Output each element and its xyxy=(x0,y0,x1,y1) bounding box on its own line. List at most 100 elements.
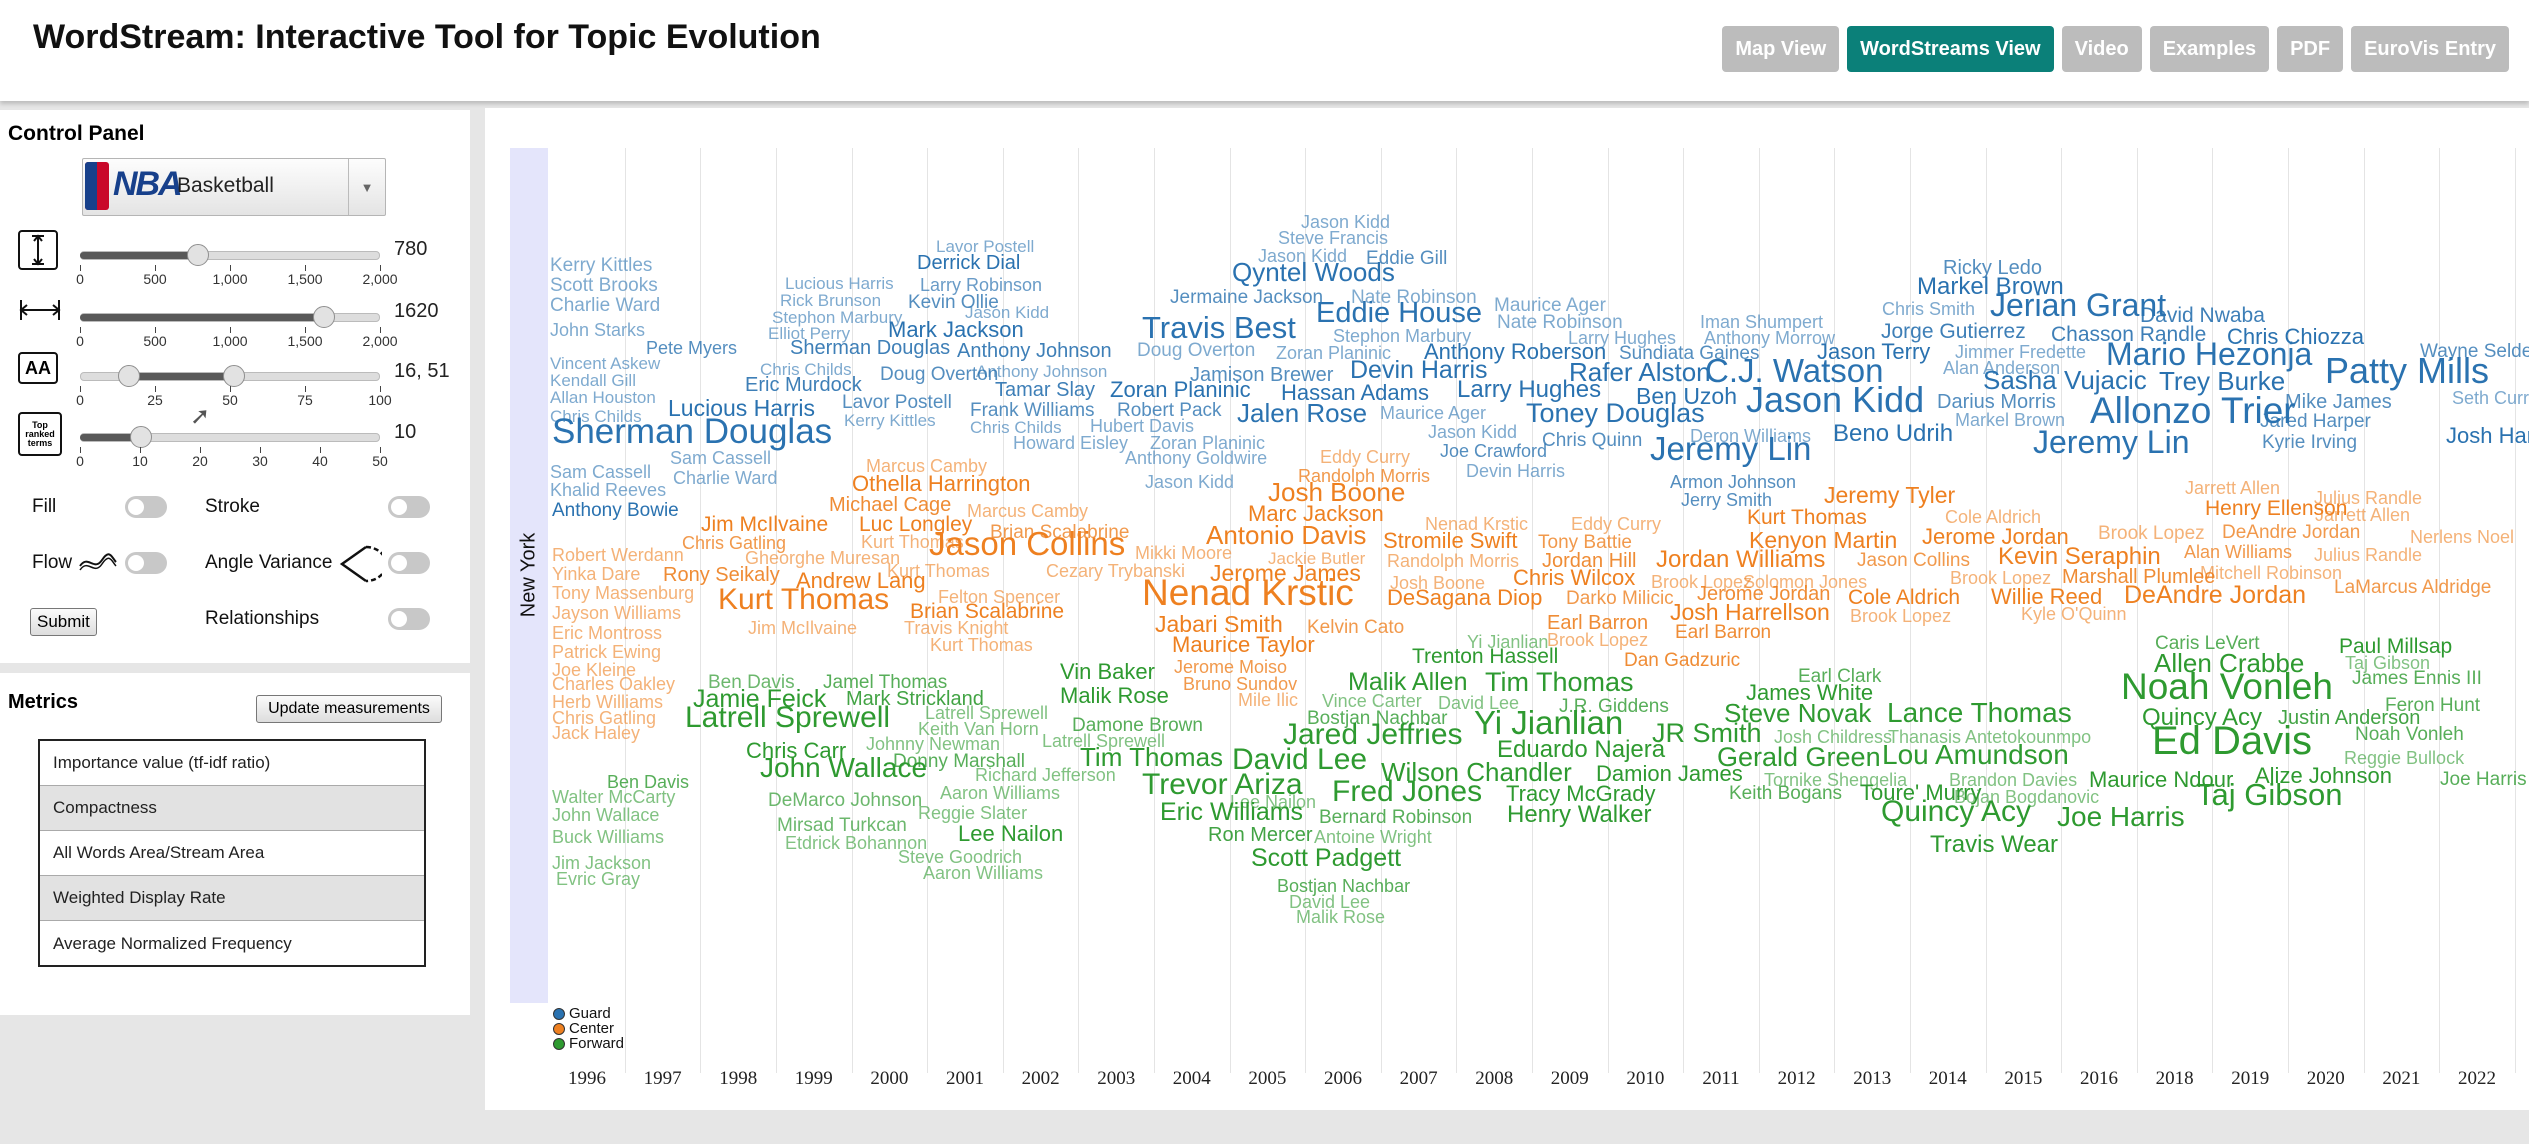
word-term[interactable]: Darius Morris xyxy=(1937,391,2056,413)
height-slider[interactable]: 0 500 1,000 1,500 2,000 xyxy=(76,237,398,297)
word-term[interactable]: Jackie Butler xyxy=(1268,548,1366,568)
word-term[interactable]: Maurice Ndour xyxy=(2089,767,2234,792)
word-term[interactable]: Darko Milicic xyxy=(1566,587,1674,609)
word-term[interactable]: Mark Jackson xyxy=(888,317,1024,342)
top-terms-slider[interactable]: 0 10 20 30 40 50 xyxy=(76,419,388,479)
word-term[interactable]: Wayne Selden xyxy=(2420,340,2529,362)
word-term[interactable]: Frank Williams xyxy=(970,399,1095,421)
word-term[interactable]: Sundiata Gaines xyxy=(1619,342,1760,364)
word-term[interactable]: Sherman Douglas xyxy=(790,337,951,359)
legend-item-center[interactable]: Center xyxy=(553,1020,624,1037)
word-term[interactable]: Hubert Davis xyxy=(1090,416,1195,436)
word-term[interactable]: Allan Houston xyxy=(550,387,656,407)
angle-variance-toggle[interactable] xyxy=(388,552,430,574)
word-term[interactable]: Jayson Williams xyxy=(552,603,682,623)
word-term[interactable]: Chris Gatling xyxy=(552,708,657,728)
word-term[interactable]: Kendall Gill xyxy=(550,370,636,390)
word-term[interactable]: Larry Robinson xyxy=(920,275,1043,295)
word-term[interactable]: Travis Knight xyxy=(904,618,1009,638)
word-term[interactable]: Deron Williams xyxy=(1690,426,1812,446)
word-term[interactable]: Zoran Planinic xyxy=(1150,433,1266,453)
word-term[interactable]: Chris Quinn xyxy=(1542,429,1643,451)
word-term[interactable]: Marcus Camby xyxy=(866,456,988,476)
word-term[interactable]: Kenyon Martin xyxy=(1749,526,1898,553)
word-term[interactable]: Mitchell Robinson xyxy=(2200,563,2343,583)
word-term[interactable]: Scott Padgett xyxy=(1251,843,1402,872)
word-term[interactable]: Mile Ilic xyxy=(1238,690,1299,710)
legend-item-guard[interactable]: Guard xyxy=(553,1005,624,1022)
word-term[interactable]: Mark Strickland xyxy=(846,688,984,710)
word-term[interactable]: David Lee xyxy=(1232,743,1368,776)
word-term[interactable]: Steve Goodrich xyxy=(898,847,1023,867)
word-term[interactable]: Malik Rose xyxy=(1060,683,1169,708)
word-term[interactable]: Jason Collins xyxy=(1857,549,1970,571)
word-term[interactable]: Josh Harrellson xyxy=(1670,598,1830,625)
word-term[interactable]: Trevor Ariza xyxy=(1142,768,1303,801)
word-term[interactable]: Jason Collins xyxy=(929,524,1126,562)
word-term[interactable]: Eric Williams xyxy=(1160,797,1304,826)
word-term[interactable]: LaMarcus Aldridge xyxy=(2334,576,2492,598)
word-term[interactable]: Lavor Postell xyxy=(842,391,952,413)
examples-button[interactable]: Examples xyxy=(2149,26,2270,72)
word-term[interactable]: Charles Oakley xyxy=(552,674,676,694)
word-term[interactable]: Donny Marshall xyxy=(893,750,1025,772)
font-size-slider[interactable]: 0 25 50 75 100 xyxy=(76,358,392,418)
word-term[interactable]: Khalid Reeves xyxy=(550,480,667,500)
word-term[interactable]: Ed Davis xyxy=(2152,719,2313,763)
word-term[interactable]: Randolph Morris xyxy=(1298,466,1431,486)
word-term[interactable]: Jerome Jordan xyxy=(1922,524,2069,549)
word-term[interactable]: Toure' Murry xyxy=(1860,780,1982,805)
word-term[interactable]: C.J. Watson xyxy=(1705,351,1884,389)
word-term[interactable]: Joe Kleine xyxy=(552,660,637,680)
word-term[interactable]: Joe Crawford xyxy=(1440,441,1548,461)
word-term[interactable]: Robert Pack xyxy=(1117,399,1222,421)
word-term[interactable]: Andrew Lang xyxy=(796,568,926,593)
word-term[interactable]: James Ennis III xyxy=(2352,667,2482,689)
word-term[interactable]: Allen Crabbe xyxy=(2154,648,2305,678)
word-term[interactable]: Yinka Dare xyxy=(552,564,641,584)
word-term[interactable]: Mirsad Turkcan xyxy=(777,814,907,836)
word-term[interactable]: Jerome Jordan xyxy=(1697,583,1831,605)
word-term[interactable]: John Starks xyxy=(550,320,646,340)
word-term[interactable]: Taj Gibson xyxy=(2196,776,2343,812)
word-term[interactable]: Trenton Hassell xyxy=(1412,644,1559,668)
word-term[interactable]: Latrell Sprewell xyxy=(925,703,1049,723)
font-size-max-handle[interactable] xyxy=(223,365,245,387)
word-term[interactable]: Stephon Marbury xyxy=(772,307,903,327)
word-term[interactable]: Gerald Green xyxy=(1717,741,1881,772)
word-term[interactable]: Evric Gray xyxy=(556,869,641,889)
word-term[interactable]: Bruno Sundov xyxy=(1183,674,1298,694)
word-term[interactable]: Jordan Hill xyxy=(1542,550,1637,572)
word-term[interactable]: Jeremy Tyler xyxy=(1824,481,1956,508)
word-term[interactable]: Iman Shumpert xyxy=(1700,312,1824,332)
word-term[interactable]: J.R. Giddens xyxy=(1559,695,1669,717)
word-term[interactable]: Jabari Smith xyxy=(1155,610,1283,637)
word-term[interactable]: Stephon Marbury xyxy=(1333,326,1472,346)
word-term[interactable]: Henry Ellenson xyxy=(2205,496,2348,520)
word-term[interactable]: Alize Johnson xyxy=(2255,763,2392,788)
word-term[interactable]: Robert Werdann xyxy=(552,545,684,565)
word-term[interactable]: Reggie Bullock xyxy=(2344,748,2465,768)
word-term[interactable]: Eddy Curry xyxy=(1320,447,1411,467)
word-term[interactable]: Jerian Grant xyxy=(1990,287,2167,323)
word-term[interactable]: Chris Carr xyxy=(746,738,847,763)
word-term[interactable]: Toney Douglas xyxy=(1526,397,1705,428)
word-term[interactable]: Joe Harris xyxy=(2057,801,2185,832)
word-term[interactable]: Vincent Askew xyxy=(550,353,661,373)
word-term[interactable]: Beno Udrih xyxy=(1833,420,1954,447)
word-term[interactable]: Joe Harris xyxy=(2440,768,2527,790)
word-term[interactable]: Jalen Rose xyxy=(1237,398,1368,428)
relationships-toggle[interactable] xyxy=(388,608,430,630)
word-term[interactable]: Bernard Robinson xyxy=(1319,806,1473,828)
word-term[interactable]: Jason Kidd xyxy=(1258,246,1348,266)
word-term[interactable]: Lee Nailon xyxy=(958,821,1064,846)
word-term[interactable]: Tornike Shengelia xyxy=(1764,770,1908,790)
word-term[interactable]: David Lee xyxy=(1438,693,1520,713)
word-term[interactable]: Markel Brown xyxy=(1917,273,2064,300)
word-term[interactable]: Jared Harper xyxy=(2260,410,2371,432)
word-term[interactable]: Qyntel Woods xyxy=(1232,257,1395,287)
word-term[interactable]: Ben Davis xyxy=(708,671,795,693)
word-term[interactable]: Josh Childress xyxy=(1774,727,1893,747)
word-term[interactable]: Marcus Camby xyxy=(967,501,1089,521)
word-term[interactable]: Mike James xyxy=(2285,391,2392,413)
